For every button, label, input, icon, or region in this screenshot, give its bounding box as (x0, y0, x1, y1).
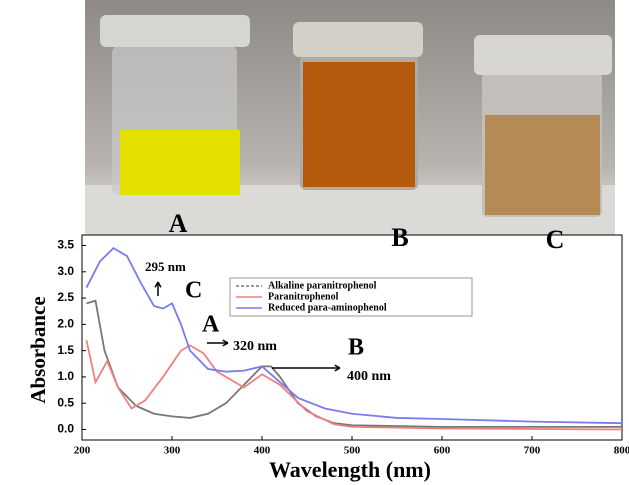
figure: A B C 0.0 0.5 1.0 1.5 2.0 2.5 3.0 3.5 200 300 400 500 6… (0, 0, 629, 485)
x-tick-label: 500 (344, 445, 361, 457)
x-tick-label: 300 (164, 445, 181, 457)
y-tick-label: 3.0 (57, 264, 74, 278)
x-axis-label: Wavelength (nm) (269, 457, 431, 482)
annotation: 295 nm (145, 259, 186, 274)
legend-label: Paranitrophenol (268, 291, 339, 302)
y-tick-label: 2.5 (57, 290, 74, 304)
photo-label: A (169, 209, 188, 238)
legend-label: Alkaline paranitrophenol (268, 280, 377, 291)
y-tick-label: 2.0 (57, 317, 74, 331)
legend-label: Reduced para-aminophenol (268, 302, 387, 313)
annotation: 400 nm (347, 369, 391, 384)
y-tick-label: 1.0 (57, 369, 74, 383)
x-tick-label: 800 (614, 445, 629, 457)
photo (85, 0, 615, 235)
annotation: B (348, 335, 364, 361)
annotation: A (202, 312, 220, 338)
x-tick-label: 200 (74, 445, 91, 457)
y-tick-label: 0.5 (57, 395, 74, 409)
annotation: C (185, 278, 202, 304)
series-line (87, 301, 623, 427)
photo-label: C (546, 225, 565, 254)
y-axis-label: Absorbance (26, 296, 50, 403)
y-tick-label: 0.0 (57, 422, 74, 436)
y-tick-label: 1.5 (57, 343, 74, 357)
y-tick-label: 3.5 (57, 238, 74, 252)
x-tick-label: 700 (524, 445, 541, 457)
annotation: 320 nm (233, 339, 277, 354)
photo-label: B (391, 223, 408, 252)
x-tick-label: 400 (254, 445, 271, 457)
x-tick-label: 600 (434, 445, 451, 457)
